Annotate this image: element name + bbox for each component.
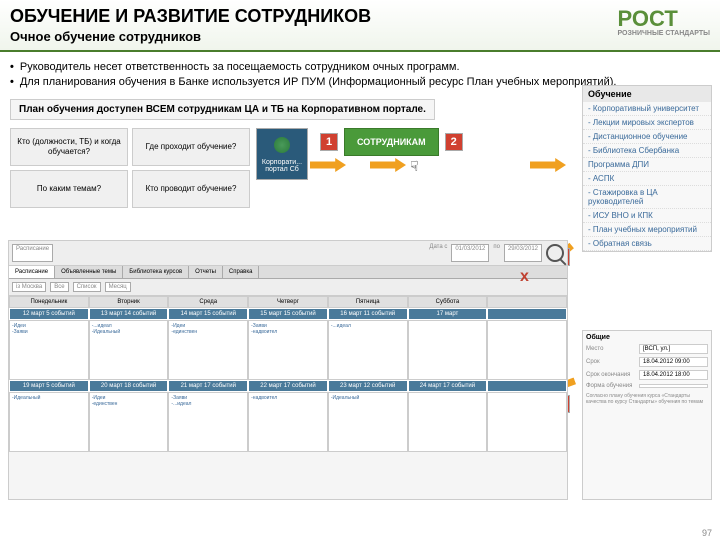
sidebar-item[interactable]: - АСПК <box>583 172 711 186</box>
sidebar-item[interactable]: - Стажировка в ЦА руководителей <box>583 186 711 209</box>
tab-topics[interactable]: Объявленные темы <box>55 266 123 278</box>
filter-period[interactable]: Все <box>50 282 68 292</box>
day-header: Среда <box>168 296 248 308</box>
detail-value: 18.04.2012 09:00 <box>639 357 708 367</box>
date-cell[interactable]: 20 март 18 событий <box>89 380 169 392</box>
day-header: Четверг <box>248 296 328 308</box>
tab-schedule[interactable]: Расписание <box>9 266 55 278</box>
detail-value: [ВСП, ул.] <box>639 344 708 354</box>
tab-reports[interactable]: Отчеты <box>189 266 223 278</box>
sidebar-item[interactable]: - Библиотека Сбербанка <box>583 144 711 158</box>
event-detail-panel: Общие Место[ВСП, ул.] Срок18.04.2012 09:… <box>582 330 712 500</box>
sidebar-title: Обучение <box>583 86 711 102</box>
event-cell[interactable]: -Идеи-Заяви <box>9 320 89 380</box>
date-cell[interactable]: 17 март <box>408 308 488 320</box>
event-cell[interactable]: -Идеи-единствен <box>89 392 169 452</box>
event-cell[interactable]: -Заяви-надвоител <box>248 320 328 380</box>
sidebar-item[interactable]: - ИСУ ВНО и КПК <box>583 209 711 223</box>
event-cell[interactable] <box>408 392 488 452</box>
tab-help[interactable]: Справка <box>223 266 260 278</box>
detail-title: Общие <box>586 334 708 341</box>
date-cell[interactable]: 23 март 12 событий <box>328 380 408 392</box>
bullet-1: Руководитель несет ответственность за по… <box>20 60 460 75</box>
detail-label: Срок <box>586 359 636 365</box>
event-cell[interactable] <box>487 392 567 452</box>
date-cell[interactable]: 14 март 15 событий <box>168 308 248 320</box>
day-header: Суббота <box>408 296 488 308</box>
event-cell[interactable]: -...идеал-Идеальный <box>89 320 169 380</box>
date-cell[interactable]: 13 март 14 событий <box>89 308 169 320</box>
badge-2: 2 <box>445 133 463 151</box>
event-cell[interactable]: -Идеи-единствен <box>168 320 248 380</box>
portal-icon[interactable]: Корпорати... портал Сб <box>256 128 308 180</box>
detail-label: Срок окончания <box>586 372 636 378</box>
date-cell[interactable]: 22 март 17 событий <box>248 380 328 392</box>
x-annotation: x <box>520 268 529 286</box>
search-icon[interactable] <box>546 244 564 262</box>
date-cell[interactable]: 12 март 5 событий <box>9 308 89 320</box>
tab-library[interactable]: Библиотека курсов <box>123 266 189 278</box>
date-cell[interactable]: 19 март 5 событий <box>9 380 89 392</box>
event-cell[interactable]: -Идеальный <box>9 392 89 452</box>
employees-button[interactable]: СОТРУДНИКАМ <box>344 128 439 156</box>
question-trainer: Кто проводит обучение? <box>132 170 250 208</box>
logo: РОСТ РОЗНИЧНЫЕ СТАНДАРТЫ <box>617 6 710 37</box>
date-cell[interactable]: 21 март 17 событий <box>168 380 248 392</box>
event-cell[interactable]: -Идеальный <box>328 392 408 452</box>
sidebar-item[interactable]: - Лекции мировых экспертов <box>583 116 711 130</box>
page-title: ОБУЧЕНИЕ И РАЗВИТИЕ СОТРУДНИКОВ <box>10 6 710 27</box>
detail-value <box>639 384 708 388</box>
sidebar-item[interactable]: - Обратная связь <box>583 237 711 251</box>
day-header: Пятница <box>328 296 408 308</box>
filter-type[interactable]: Месяц <box>105 282 131 292</box>
detail-note: Согласно плану обучения курса «Стандарты… <box>586 393 708 405</box>
calendar-tabs: Расписание Объявленные темы Библиотека к… <box>9 266 567 279</box>
event-cell[interactable]: -...идеал <box>328 320 408 380</box>
sidebar-item[interactable]: - Корпоративный университет <box>583 102 711 116</box>
filter-region[interactable]: із Москва <box>12 282 46 292</box>
question-where: Где проходит обучение? <box>132 128 250 166</box>
detail-label: Место <box>586 346 636 352</box>
detail-label: Форма обучения <box>586 383 636 389</box>
badge-1: 1 <box>320 133 338 151</box>
sidebar-item[interactable]: Программа ДПИ <box>583 158 711 172</box>
calendar-panel: Расписание Дата с01/03/2012 по29/03/2012… <box>8 240 568 500</box>
logo-subtitle: РОЗНИЧНЫЕ СТАНДАРТЫ <box>617 30 710 37</box>
page-subtitle: Очное обучение сотрудников <box>10 29 710 44</box>
filter-field[interactable]: Расписание <box>12 244 53 262</box>
event-cell[interactable] <box>487 320 567 380</box>
plan-note: План обучения доступен ВСЕМ сотрудникам … <box>10 99 435 120</box>
date-to-input[interactable]: 29/03/2012 <box>504 244 542 262</box>
training-sidebar: Обучение - Корпоративный университет - Л… <box>582 85 712 252</box>
day-header <box>487 296 567 308</box>
date-cell[interactable]: 16 март 11 событий <box>328 308 408 320</box>
question-grid: Кто (должности, ТБ) и когда обучается? Г… <box>10 128 250 208</box>
event-cell[interactable] <box>408 320 488 380</box>
date-from-input[interactable]: 01/03/2012 <box>451 244 489 262</box>
page-number: 97 <box>702 528 712 538</box>
detail-value: 18.04.2012 18:00 <box>639 370 708 380</box>
day-header: Вторник <box>89 296 169 308</box>
sidebar-item[interactable]: - План учебных мероприятий <box>583 223 711 237</box>
bullet-2: Для планирования обучения в Банке исполь… <box>20 75 617 90</box>
date-cell[interactable]: 15 март 15 событий <box>248 308 328 320</box>
day-header: Понедельник <box>9 296 89 308</box>
date-cell[interactable] <box>487 308 567 320</box>
sidebar-item[interactable]: - Дистанционное обучение <box>583 130 711 144</box>
filter-topic[interactable]: Список <box>73 282 101 292</box>
event-cell[interactable]: -надвоител <box>248 392 328 452</box>
date-cell[interactable]: 24 март 17 событий <box>408 380 488 392</box>
question-topics: По каким темам? <box>10 170 128 208</box>
page-header: ОБУЧЕНИЕ И РАЗВИТИЕ СОТРУДНИКОВ Очное об… <box>0 0 720 52</box>
question-who: Кто (должности, ТБ) и когда обучается? <box>10 128 128 166</box>
event-cell[interactable]: -Заяви-...идеал <box>168 392 248 452</box>
date-cell[interactable] <box>487 380 567 392</box>
